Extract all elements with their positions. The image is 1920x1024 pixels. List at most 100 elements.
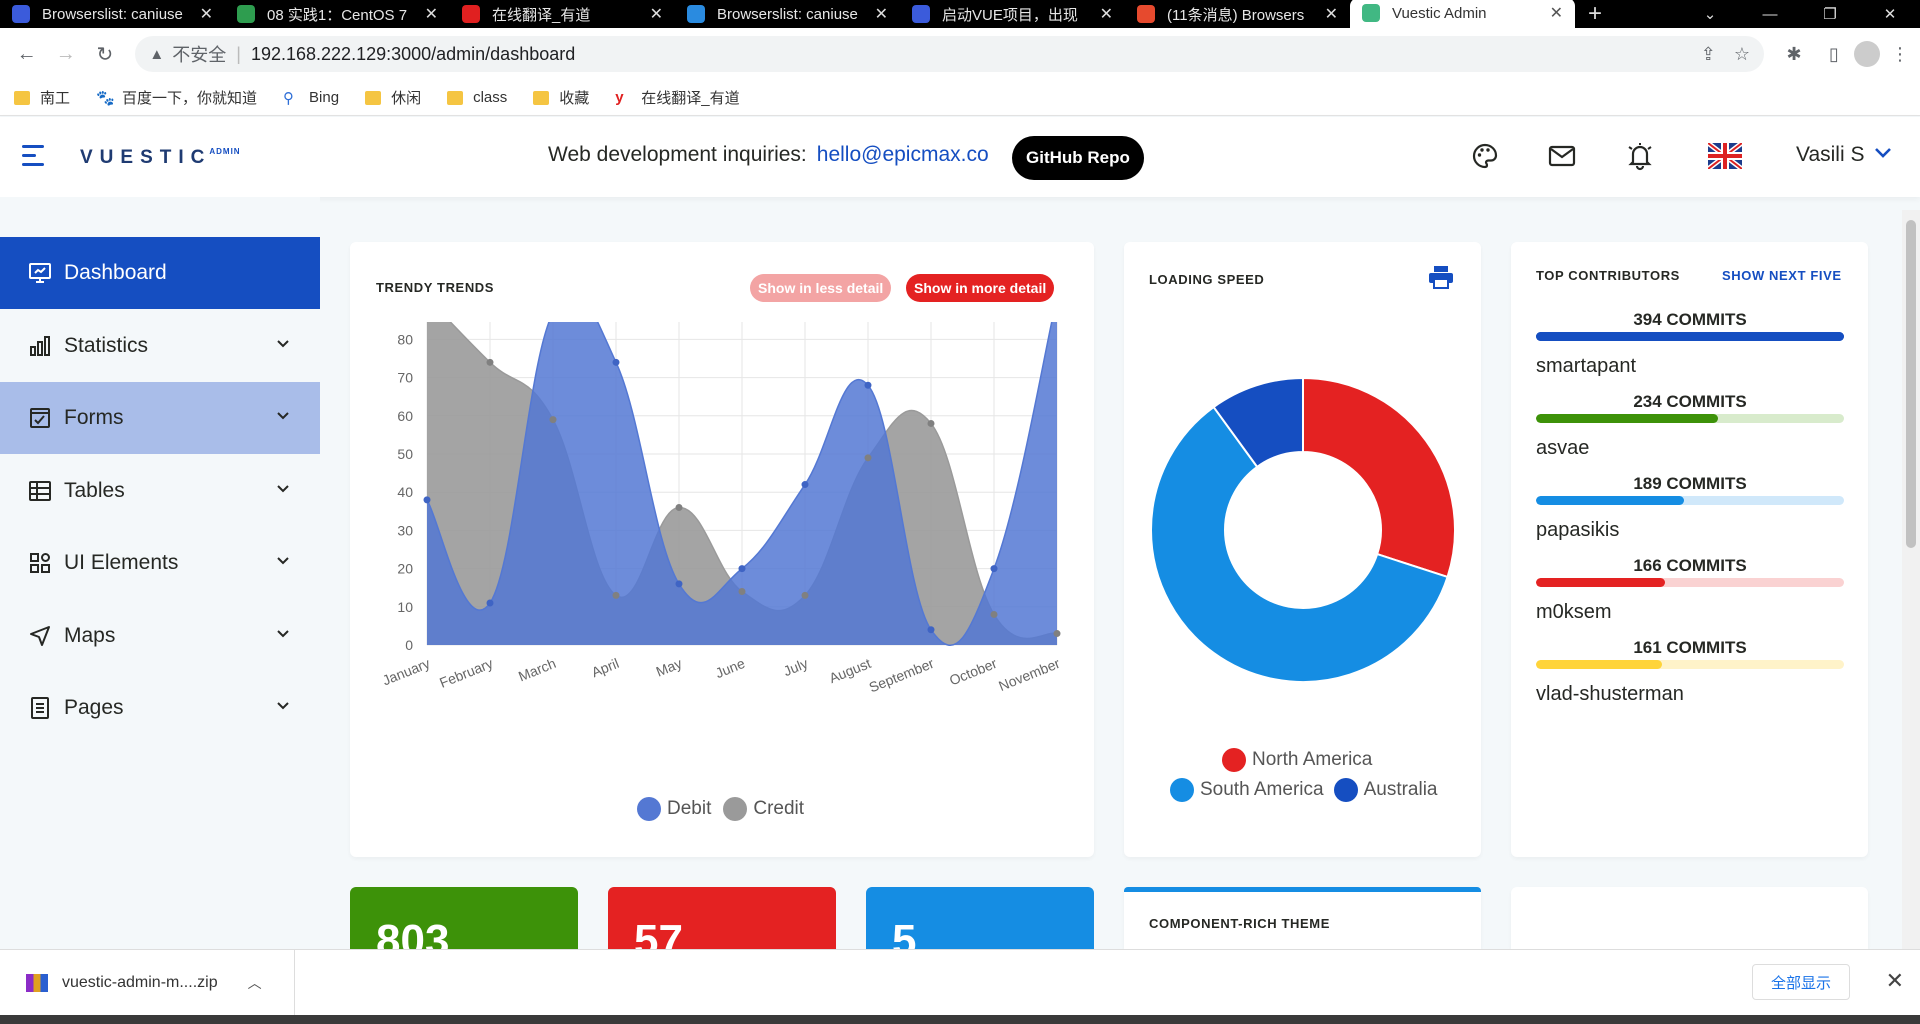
share-icon[interactable]: ⇪ xyxy=(1700,43,1716,64)
tab-close-icon[interactable]: ✕ xyxy=(1549,5,1563,22)
tab-close-icon[interactable]: ✕ xyxy=(649,6,663,23)
show-less-detail-button[interactable]: Show in less detail xyxy=(750,274,892,302)
data-point-credit[interactable] xyxy=(612,591,620,599)
show-all-downloads-button[interactable]: 全部显示 xyxy=(1751,964,1850,1000)
sidebar-item-pages[interactable]: Pages xyxy=(0,672,320,744)
chevron-down-icon[interactable] xyxy=(276,481,290,497)
sidebar-item-forms[interactable]: Forms xyxy=(0,382,320,454)
uk-flag-icon[interactable] xyxy=(1708,143,1742,169)
page-scrollbar[interactable] xyxy=(1902,210,1920,949)
mail-icon[interactable] xyxy=(1545,139,1579,173)
download-item[interactable]: vuestic-admin-m....zip ︿ xyxy=(0,949,295,1016)
tab-close-icon[interactable]: ✕ xyxy=(199,6,213,23)
data-point-debit[interactable] xyxy=(486,599,494,607)
menu-dots-icon[interactable]: ⋮ xyxy=(1891,43,1909,64)
data-point-credit[interactable] xyxy=(549,416,557,424)
bookmark-item[interactable]: 休闲 xyxy=(365,87,421,108)
bookmark-item[interactable]: class xyxy=(447,89,507,106)
profile-avatar[interactable] xyxy=(1854,41,1880,67)
scrollbar-thumb[interactable] xyxy=(1906,220,1916,548)
sidebar-item-ui-elements[interactable]: UI Elements xyxy=(0,527,320,599)
print-icon[interactable] xyxy=(1428,264,1454,295)
donut-slice-south-america[interactable] xyxy=(1150,405,1449,683)
tab-close-icon[interactable]: ✕ xyxy=(424,6,438,23)
browser-tab[interactable]: 启动VUE项目，出现 ✕ xyxy=(900,0,1125,28)
address-bar[interactable]: ▲ 不安全 | 192.168.222.129:3000/admin/dashb… xyxy=(135,36,1764,72)
bookmark-item[interactable]: 南工 xyxy=(14,87,70,108)
data-point-debit[interactable] xyxy=(612,358,620,366)
chevron-up-icon[interactable]: ︿ xyxy=(247,974,262,991)
chevron-down-icon[interactable] xyxy=(276,336,290,352)
close-window-icon[interactable]: ✕ xyxy=(1883,6,1897,23)
sidebar-item-tables[interactable]: Tables xyxy=(0,455,320,527)
browser-tab[interactable]: Browserslist: caniuse ✕ xyxy=(675,0,900,28)
chevron-down-icon[interactable] xyxy=(276,408,290,424)
browser-tab[interactable]: 在线翻译_有道 ✕ xyxy=(450,0,675,28)
tab-close-icon[interactable]: ✕ xyxy=(1324,6,1338,23)
bookmark-label: 休闲 xyxy=(391,90,422,107)
folder-icon xyxy=(14,90,30,105)
forward-icon[interactable]: → xyxy=(55,42,76,65)
x-tick-label: October xyxy=(947,655,999,689)
browser-tab[interactable]: Browserslist: caniuse ✕ xyxy=(0,0,225,28)
data-point-credit[interactable] xyxy=(864,454,872,462)
inquiry-email-link[interactable]: hello@epicmax.co xyxy=(816,143,989,166)
restore-icon[interactable]: ❐ xyxy=(1823,6,1837,23)
back-icon[interactable]: ← xyxy=(16,42,37,65)
data-point-credit[interactable] xyxy=(927,419,935,427)
tab-favicon-icon xyxy=(912,5,930,23)
data-point-credit[interactable] xyxy=(801,591,809,599)
donut-slice-australia[interactable] xyxy=(1212,376,1304,469)
donut-slice-north-america[interactable] xyxy=(1302,376,1456,579)
bookmark-label: 收藏 xyxy=(559,90,590,107)
show-more-detail-button[interactable]: Show in more detail xyxy=(906,274,1055,302)
commit-progress-bar xyxy=(1536,578,1844,587)
sidebar-item-label: Forms xyxy=(64,406,124,429)
bookmark-item[interactable]: ⚲ Bing xyxy=(283,89,339,107)
extensions-icon[interactable]: ✱ xyxy=(1786,43,1802,64)
sidebar-item-maps[interactable]: Maps xyxy=(0,600,320,672)
chart-legend: Debit Credit xyxy=(637,797,804,821)
user-menu[interactable]: Vasili S xyxy=(1796,143,1892,167)
bookmark-star-icon[interactable]: ☆ xyxy=(1733,43,1750,64)
data-point-debit[interactable] xyxy=(738,565,746,573)
sidebar-item-dashboard[interactable]: Dashboard xyxy=(0,237,320,309)
data-point-debit[interactable] xyxy=(864,381,872,389)
url-text[interactable]: 192.168.222.129:3000/admin/dashboard xyxy=(250,43,576,64)
new-tab-button[interactable]: + xyxy=(1587,0,1602,27)
chevron-down-icon[interactable] xyxy=(276,698,290,714)
data-point-debit[interactable] xyxy=(801,481,809,489)
youdao-icon: y xyxy=(615,89,624,106)
sidebar-item-statistics[interactable]: Statistics xyxy=(0,310,320,382)
data-point-debit[interactable] xyxy=(990,565,998,573)
browser-tab[interactable]: Vuestic Admin ✕ xyxy=(1350,0,1575,28)
data-point-debit[interactable] xyxy=(423,496,431,504)
vuestic-logo[interactable]: VUESTIC ADMIN xyxy=(80,147,241,169)
bookmark-item[interactable]: y 在线翻译_有道 xyxy=(615,87,739,108)
tab-search-icon[interactable]: ⌄ xyxy=(1703,6,1717,23)
browser-tab[interactable]: 08 实践1：CentOS 7 ✕ xyxy=(225,0,450,28)
reload-icon[interactable]: ↻ xyxy=(96,43,114,66)
minimize-icon[interactable]: — xyxy=(1762,5,1778,23)
tab-close-icon[interactable]: ✕ xyxy=(1099,6,1113,23)
data-point-credit[interactable] xyxy=(1053,630,1061,638)
menu-toggle-icon[interactable] xyxy=(22,145,48,167)
chevron-down-icon[interactable] xyxy=(276,553,290,569)
bell-icon[interactable] xyxy=(1623,139,1657,173)
show-next-five-link[interactable]: SHOW NEXT FIVE xyxy=(1722,268,1842,283)
sidepanel-icon[interactable]: ▯ xyxy=(1829,43,1839,64)
tab-close-icon[interactable]: ✕ xyxy=(874,6,888,23)
data-point-credit[interactable] xyxy=(738,588,746,596)
chevron-down-icon[interactable] xyxy=(276,626,290,642)
data-point-debit[interactable] xyxy=(675,580,683,588)
data-point-credit[interactable] xyxy=(990,610,998,618)
browser-tab[interactable]: (11条消息) Browsers ✕ xyxy=(1125,0,1350,28)
data-point-credit[interactable] xyxy=(675,503,683,511)
data-point-debit[interactable] xyxy=(927,626,935,634)
palette-icon[interactable] xyxy=(1468,139,1502,173)
close-download-bar-icon[interactable]: ✕ xyxy=(1885,968,1904,993)
github-repo-button[interactable]: GitHub Repo xyxy=(1012,136,1144,180)
bookmark-item[interactable]: 🐾 百度一下，你就知道 xyxy=(96,87,257,108)
data-point-credit[interactable] xyxy=(486,358,494,366)
bookmark-item[interactable]: 收藏 xyxy=(533,87,589,108)
